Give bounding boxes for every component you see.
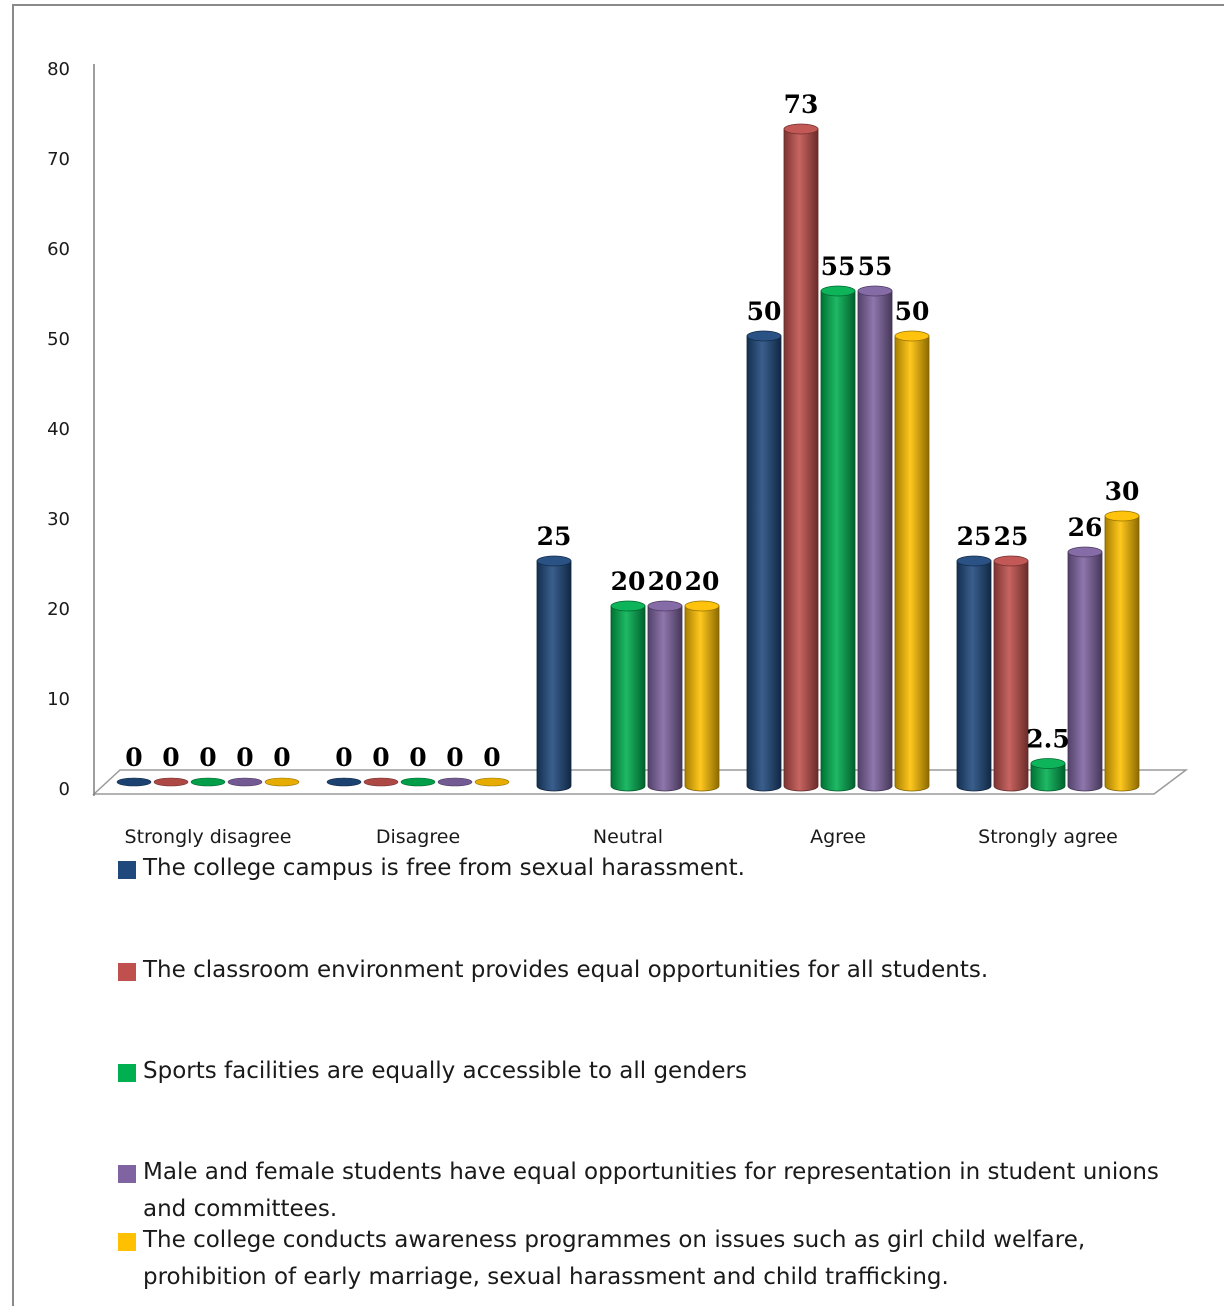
- bar: [956, 555, 992, 792]
- bar: [227, 777, 263, 787]
- bar: [857, 285, 893, 792]
- data-label: 50: [895, 297, 930, 326]
- legend-swatch: [118, 1233, 136, 1251]
- bar: [783, 123, 819, 792]
- data-label: 73: [784, 90, 819, 119]
- legend-label: Sports facilities are equally accessible…: [143, 1058, 747, 1084]
- data-label: 0: [409, 743, 426, 772]
- data-label: 26: [1068, 513, 1103, 542]
- bar: [746, 330, 782, 792]
- bar: [153, 777, 189, 787]
- bar: [437, 777, 473, 787]
- legend-item: The college conducts awareness programme…: [118, 1222, 1193, 1296]
- y-tick-label: 10: [47, 689, 70, 710]
- y-tick-label: 60: [47, 239, 70, 260]
- data-label: 0: [162, 743, 179, 772]
- data-label: 20: [648, 567, 683, 596]
- bar: [474, 777, 510, 787]
- bar: [116, 777, 152, 787]
- y-tick-label: 20: [47, 599, 70, 620]
- y-tick-label: 30: [47, 509, 70, 530]
- bar-series: [116, 123, 1140, 792]
- legend-label: Male and female students have equal oppo…: [143, 1159, 1159, 1222]
- y-tick-label: 70: [47, 149, 70, 170]
- bar: [610, 600, 646, 792]
- bar: [326, 777, 362, 787]
- bar: [820, 285, 856, 792]
- data-label: 25: [537, 522, 572, 551]
- legend-swatch: [118, 861, 136, 879]
- bar: [1067, 546, 1103, 792]
- bar: [1030, 758, 1066, 792]
- data-label: 0: [273, 743, 290, 772]
- legend-item: The college campus is free from sexual h…: [118, 850, 745, 887]
- category-label: Agree: [810, 826, 866, 848]
- data-label: 55: [821, 252, 856, 281]
- bar: [647, 600, 683, 792]
- data-label: 55: [858, 252, 893, 281]
- y-tick-label: 80: [47, 59, 70, 80]
- data-label: 0: [199, 743, 216, 772]
- legend-swatch: [118, 1165, 136, 1183]
- data-label: 0: [446, 743, 463, 772]
- legend-label: The college campus is free from sexual h…: [143, 855, 745, 881]
- data-label: 25: [994, 522, 1029, 551]
- data-label: 0: [335, 743, 352, 772]
- data-label: 0: [372, 743, 389, 772]
- bar: [1104, 510, 1140, 792]
- legend-swatch: [118, 963, 136, 981]
- legend-label: The classroom environment provides equal…: [143, 957, 989, 983]
- data-label: 0: [236, 743, 253, 772]
- legend-item: Sports facilities are equally accessible…: [118, 1053, 747, 1090]
- legend-label: The college conducts awareness programme…: [143, 1227, 1086, 1290]
- y-tick-label: 40: [47, 419, 70, 440]
- data-label: 0: [125, 743, 142, 772]
- y-tick-label: 50: [47, 329, 70, 350]
- data-label: 0: [483, 743, 500, 772]
- legend-item: The classroom environment provides equal…: [118, 952, 988, 989]
- category-label: Disagree: [376, 826, 460, 848]
- legend-item: Male and female students have equal oppo…: [118, 1154, 1193, 1228]
- bar: [684, 600, 720, 792]
- y-tick-label: 0: [59, 779, 70, 800]
- category-label: Strongly disagree: [125, 826, 292, 848]
- bar: [190, 777, 226, 787]
- bar: [400, 777, 436, 787]
- category-labels: Strongly disagree Disagree Neutral Agree Str…: [125, 826, 1118, 848]
- data-label: 25: [957, 522, 992, 551]
- bar: [894, 330, 930, 792]
- data-label: 20: [611, 567, 646, 596]
- category-label: Neutral: [593, 826, 663, 848]
- bar: [536, 555, 572, 792]
- data-label: 20: [685, 567, 720, 596]
- data-label: 2.5: [1026, 725, 1070, 754]
- bar: [363, 777, 399, 787]
- bar: [993, 555, 1029, 792]
- bar: [264, 777, 300, 787]
- y-axis-ticks: 0 10 20 30 40 50 60 70 80: [47, 59, 70, 800]
- data-label: 30: [1105, 477, 1140, 506]
- legend-swatch: [118, 1064, 136, 1082]
- chart-frame: [12, 4, 1224, 1306]
- category-label: Strongly agree: [978, 826, 1118, 848]
- data-label: 50: [747, 297, 782, 326]
